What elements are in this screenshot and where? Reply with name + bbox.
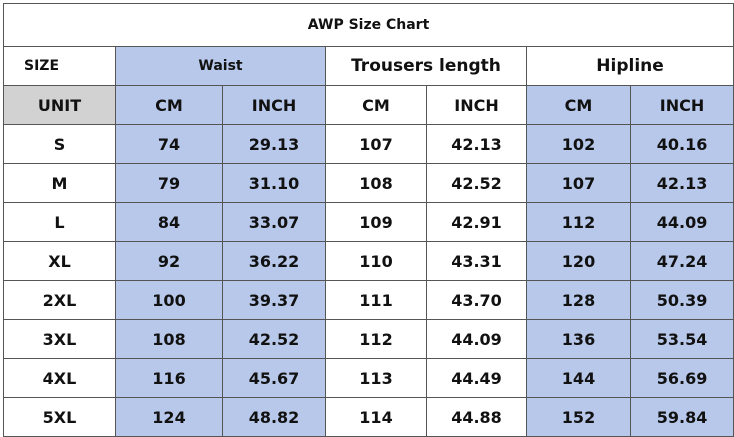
data-row: 5XL 124 48.82 114 44.88 152 59.84 xyxy=(3,397,734,437)
cell: 39.37 xyxy=(222,280,326,320)
cell: 42.52 xyxy=(426,163,527,203)
data-row: 4XL 116 45.67 113 44.49 144 56.69 xyxy=(3,358,734,398)
cell: 43.31 xyxy=(426,241,527,281)
cell: 108 xyxy=(325,163,427,203)
cell: 136 xyxy=(526,319,631,359)
cell: 45.67 xyxy=(222,358,326,398)
cell: 44.09 xyxy=(426,319,527,359)
cell: 53.54 xyxy=(629,319,734,359)
cell: 124 xyxy=(115,397,223,437)
cell: 42.13 xyxy=(629,163,734,203)
row-label: UNIT xyxy=(3,85,116,125)
cell: 59.84 xyxy=(629,397,734,437)
cell: 92 xyxy=(115,241,223,281)
row-label: M xyxy=(3,163,116,203)
cell: 128 xyxy=(526,280,631,320)
cell: CM xyxy=(115,85,223,125)
cell: INCH xyxy=(222,85,326,125)
header-row: SIZE Waist Trousers length Hipline xyxy=(3,46,734,86)
cell: 31.10 xyxy=(222,163,326,203)
cell: 43.70 xyxy=(426,280,527,320)
cell: 44.09 xyxy=(629,202,734,242)
table-title: AWP Size Chart xyxy=(2,3,734,47)
row-label: 5XL xyxy=(3,397,116,437)
cell: 84 xyxy=(115,202,223,242)
cell: 48.82 xyxy=(222,397,326,437)
size-chart-table: AWP Size Chart SIZE Waist Trousers lengt… xyxy=(2,3,734,437)
group-header: Hipline xyxy=(525,46,734,86)
row-label: 4XL xyxy=(3,358,116,398)
cell: 102 xyxy=(526,124,631,164)
cell: 116 xyxy=(115,358,223,398)
cell: 47.24 xyxy=(629,241,734,281)
cell: CM xyxy=(325,85,427,125)
table-body: AWP Size Chart SIZE Waist Trousers lengt… xyxy=(2,3,734,437)
cell: CM xyxy=(526,85,631,125)
cell: 36.22 xyxy=(222,241,326,281)
page: AWP Size Chart SIZE Waist Trousers lengt… xyxy=(2,3,734,437)
row-label: 3XL xyxy=(3,319,116,359)
row-label: S xyxy=(3,124,116,164)
data-row: 2XL 100 39.37 111 43.70 128 50.39 xyxy=(3,280,734,320)
row-label: 2XL xyxy=(3,280,116,320)
cell: 79 xyxy=(115,163,223,203)
group-header: Waist xyxy=(115,46,326,86)
cell: 44.49 xyxy=(426,358,527,398)
cell: 152 xyxy=(526,397,631,437)
cell: 42.52 xyxy=(222,319,326,359)
cell: 108 xyxy=(115,319,223,359)
cell: 42.13 xyxy=(426,124,527,164)
cell: 144 xyxy=(526,358,631,398)
cell: 44.88 xyxy=(426,397,527,437)
cell: INCH xyxy=(629,85,734,125)
cell: 112 xyxy=(526,202,631,242)
cell: 33.07 xyxy=(222,202,326,242)
cell: 120 xyxy=(526,241,631,281)
cell: 111 xyxy=(325,280,427,320)
cell: 107 xyxy=(526,163,631,203)
cell: 110 xyxy=(325,241,427,281)
unit-row: UNIT CM INCH CM INCH CM INCH xyxy=(3,85,734,125)
cell: 29.13 xyxy=(222,124,326,164)
cell: 113 xyxy=(325,358,427,398)
row-label: XL xyxy=(3,241,116,281)
cell: 107 xyxy=(325,124,427,164)
cell: 74 xyxy=(115,124,223,164)
row-label: L xyxy=(3,202,116,242)
title-row: AWP Size Chart xyxy=(2,3,734,47)
cell: 109 xyxy=(325,202,427,242)
size-header: SIZE xyxy=(3,46,116,86)
data-row: L 84 33.07 109 42.91 112 44.09 xyxy=(3,202,734,242)
cell: 50.39 xyxy=(629,280,734,320)
cell: 114 xyxy=(325,397,427,437)
cell: 56.69 xyxy=(629,358,734,398)
cell: INCH xyxy=(426,85,527,125)
cell: 100 xyxy=(115,280,223,320)
data-row: M 79 31.10 108 42.52 107 42.13 xyxy=(3,163,734,203)
group-header: Trousers length xyxy=(325,46,527,86)
data-row: XL 92 36.22 110 43.31 120 47.24 xyxy=(3,241,734,281)
cell: 42.91 xyxy=(426,202,527,242)
cell: 112 xyxy=(325,319,427,359)
cell: 40.16 xyxy=(629,124,734,164)
data-row: S 74 29.13 107 42.13 102 40.16 xyxy=(3,124,734,164)
data-row: 3XL 108 42.52 112 44.09 136 53.54 xyxy=(3,319,734,359)
